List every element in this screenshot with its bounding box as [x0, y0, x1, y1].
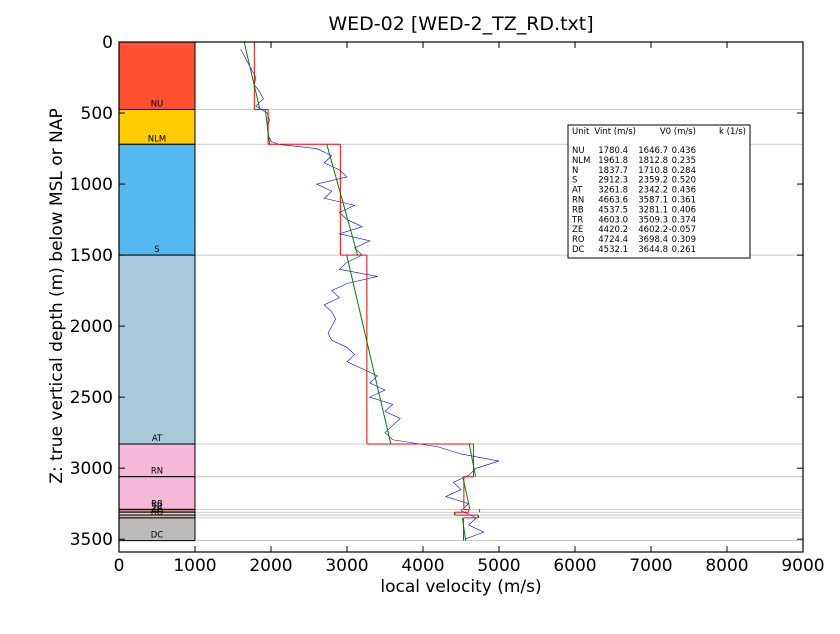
table-header: Vint (m/s): [594, 127, 636, 137]
x-tick-label: 9000: [781, 556, 824, 576]
table-cell: 2359.2: [638, 176, 668, 186]
trend-line: [347, 255, 391, 444]
layer-label: RN: [151, 467, 163, 477]
y-tick-label: 2500: [70, 388, 113, 408]
table-cell: 4724.4: [598, 235, 628, 245]
table-cell: DC: [572, 245, 585, 255]
table-cell: 4602.2: [638, 225, 668, 235]
table-cell: 0.520: [672, 176, 696, 186]
trend-line: [462, 518, 465, 541]
y-tick-label: 500: [81, 104, 113, 124]
table-cell: 4537.5: [598, 205, 628, 215]
table-cell: TR: [571, 215, 583, 225]
table-cell: 4663.6: [598, 196, 628, 206]
layer-label: NU: [151, 99, 164, 109]
table-cell: 4532.1: [598, 245, 628, 255]
layer-label: NLM: [148, 134, 166, 144]
table-cell: 0.406: [672, 205, 696, 215]
table-cell: 0.309: [672, 235, 696, 245]
table-cell: 3587.1: [638, 196, 668, 206]
x-tick-label: 1000: [173, 556, 216, 576]
table-cell: 0.436: [672, 146, 696, 156]
layer-label: RO: [151, 508, 164, 518]
layer-label: DC: [151, 531, 164, 541]
table-cell: 1837.7: [598, 166, 628, 176]
x-axis-label: local velocity (m/s): [380, 577, 541, 597]
x-tick-label: 3000: [325, 556, 368, 576]
table-header: k (1/s): [719, 127, 746, 137]
table-cell: NU: [572, 146, 585, 156]
trend-line: [479, 509, 480, 512]
table-cell: 2912.3: [598, 176, 628, 186]
y-tick-label: 0: [102, 33, 113, 53]
layer: [119, 144, 195, 255]
layer: [119, 255, 195, 444]
table-cell: 3644.8: [638, 245, 668, 255]
table-cell: N: [572, 166, 578, 176]
table-cell: 3509.3: [638, 215, 668, 225]
x-tick-label: 8000: [705, 556, 748, 576]
y-axis-label: Z: true vertical depth (m) below MSL or …: [47, 108, 67, 483]
x-tick-label: 4000: [401, 556, 444, 576]
table-cell: 0.436: [672, 186, 696, 196]
table-cell: 0.235: [672, 156, 696, 166]
table-cell: S: [572, 176, 577, 186]
table-cell: ZE: [572, 225, 583, 235]
table-cell: RB: [572, 205, 584, 215]
y-tick-label: 3500: [70, 530, 113, 550]
x-tick-label: 0: [114, 556, 125, 576]
table-cell: 3261.8: [598, 186, 628, 196]
table-cell: 1961.8: [598, 156, 628, 166]
table-cell: 0.374: [672, 215, 696, 225]
y-tick-label: 1000: [70, 175, 113, 195]
y-tick-label: 3000: [70, 459, 113, 479]
table-cell: RO: [572, 235, 585, 245]
y-tick-label: 1500: [70, 246, 113, 266]
table-cell: 2342.2: [638, 186, 668, 196]
table-header: Unit: [572, 127, 590, 137]
velocity-log: [241, 49, 499, 539]
table-cell: NLM: [572, 156, 590, 166]
table-cell: RN: [572, 196, 584, 206]
table-cell: 0.284: [672, 166, 696, 176]
table-cell: 1812.8: [638, 156, 668, 166]
x-tick-label: 5000: [477, 556, 520, 576]
table-cell: 0.261: [672, 245, 696, 255]
table-cell: 0.361: [672, 196, 696, 206]
velocity-table: Unit Vint (m/s) V0 (m/s) k (1/s) NU 1780.4 164…: [568, 125, 750, 258]
table-cell: 4603.0: [598, 215, 628, 225]
table-header: V0 (m/s): [660, 127, 696, 137]
x-tick-label: 7000: [629, 556, 672, 576]
trend-line: [244, 42, 260, 109]
table-cell: -0.057: [669, 225, 696, 235]
table-cell: 1780.4: [598, 146, 628, 156]
plot-frame: [119, 42, 803, 552]
x-tick-label: 6000: [553, 556, 596, 576]
table-cell: 3698.4: [638, 235, 668, 245]
chart-title: WED-02 [WED-2_TZ_RD.txt]: [328, 13, 593, 35]
x-tick-label: 2000: [249, 556, 292, 576]
layer-label: AT: [152, 434, 163, 444]
layer-label: S: [154, 245, 159, 255]
table-cell: AT: [572, 186, 583, 196]
table-cell: 4420.2: [598, 225, 628, 235]
y-tick-label: 2000: [70, 317, 113, 337]
table-cell: 1646.7: [638, 146, 668, 156]
table-cell: 1710.8: [638, 166, 668, 176]
table-cell: 3281.1: [638, 205, 668, 215]
